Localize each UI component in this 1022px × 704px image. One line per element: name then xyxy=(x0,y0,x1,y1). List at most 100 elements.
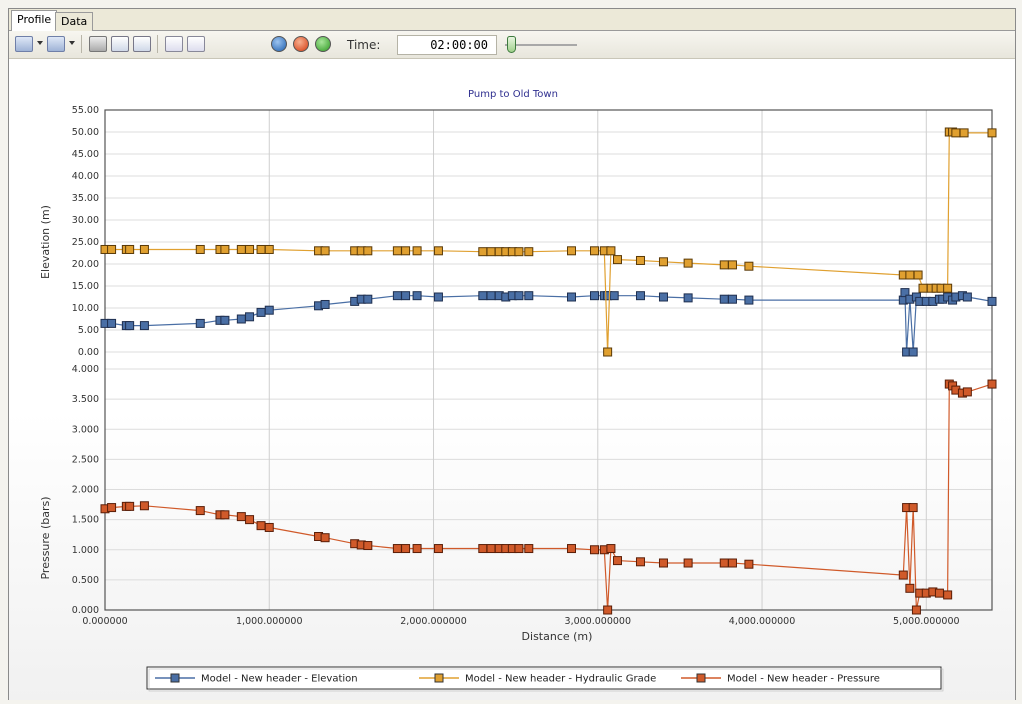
y-tick-label: 0.000 xyxy=(72,605,99,616)
data-point xyxy=(478,544,488,554)
data-point xyxy=(264,522,274,532)
data-point xyxy=(951,128,961,138)
data-point xyxy=(320,533,330,543)
data-point xyxy=(514,291,524,301)
y-tick-label: 15.00 xyxy=(72,281,99,292)
tab-bar: Profile Data xyxy=(9,9,1015,32)
play-icon[interactable] xyxy=(271,36,287,52)
time-slider-track[interactable] xyxy=(505,44,577,46)
data-point xyxy=(962,292,972,302)
zoom-extents-icon[interactable] xyxy=(165,36,183,52)
legend-marker xyxy=(170,673,180,683)
data-point xyxy=(589,246,599,256)
data-point xyxy=(727,558,737,568)
data-point xyxy=(635,557,645,567)
data-point xyxy=(943,283,953,293)
data-point xyxy=(220,510,230,520)
data-point xyxy=(589,545,599,555)
data-point xyxy=(256,521,266,531)
data-point xyxy=(195,506,205,516)
data-point xyxy=(658,292,668,302)
y-tick-label: 1.500 xyxy=(72,515,99,526)
data-point xyxy=(264,305,274,315)
data-point xyxy=(987,379,997,389)
tab-data[interactable]: Data xyxy=(55,12,94,31)
y-tick-label: 2.000 xyxy=(72,485,99,496)
chart-type-icon[interactable] xyxy=(15,36,33,52)
plot-frame xyxy=(104,109,993,611)
data-point xyxy=(900,288,910,298)
data-point xyxy=(486,291,496,301)
time-slider-thumb[interactable] xyxy=(506,36,516,53)
data-point xyxy=(603,347,613,357)
chevron-down-icon[interactable] xyxy=(37,41,43,45)
data-point xyxy=(908,347,918,357)
tab-profile[interactable]: Profile xyxy=(11,10,58,32)
toolbar-separator xyxy=(81,35,82,53)
data-point xyxy=(401,291,411,301)
data-point xyxy=(727,260,737,270)
y-tick-label: 3.000 xyxy=(72,424,99,435)
chevron-down-icon[interactable] xyxy=(69,41,75,45)
print-preview-icon[interactable] xyxy=(111,36,129,52)
profile-chart: Pump to Old Town 0.00 5.00 10.00 15.00 20.00… xyxy=(39,89,997,692)
x-tick-label: 1,000.000000 xyxy=(236,616,302,627)
data-point xyxy=(566,246,576,256)
data-point xyxy=(987,128,997,138)
zoom-window-icon[interactable] xyxy=(187,36,205,52)
legend-shadow xyxy=(148,668,944,692)
forward-icon[interactable] xyxy=(315,36,331,52)
data-point xyxy=(514,247,524,257)
y-tick-label: 45.00 xyxy=(72,149,99,160)
data-point xyxy=(658,257,668,267)
y-tick-label: 40.00 xyxy=(72,171,99,182)
data-point xyxy=(256,307,266,317)
data-point xyxy=(392,544,402,554)
data-point xyxy=(635,291,645,301)
data-point xyxy=(139,321,149,331)
print-icon[interactable] xyxy=(89,36,107,52)
x-tick-label: 0.000000 xyxy=(82,616,127,627)
data-point xyxy=(987,296,997,306)
chart-legend: Model - New header - Elevation Model - Ne… xyxy=(146,666,944,692)
data-point xyxy=(744,261,754,271)
data-point xyxy=(719,558,729,568)
series-icon[interactable] xyxy=(47,36,65,52)
data-point xyxy=(603,605,613,615)
data-point xyxy=(220,244,230,254)
x-tick-label: 2,000.000000 xyxy=(400,616,466,627)
chart-area: Pump to Old Town 0.00 5.00 10.00 15.00 20.00… xyxy=(9,60,1015,700)
data-point xyxy=(245,312,255,322)
y-tick-label: 1.000 xyxy=(72,545,99,556)
y-tick-label: 0.00 xyxy=(78,347,99,358)
data-point xyxy=(905,270,915,280)
time-input[interactable]: 02:00:00 xyxy=(397,35,497,55)
data-point xyxy=(478,247,488,257)
data-point xyxy=(139,244,149,254)
y-tick-label: 2.500 xyxy=(72,454,99,465)
data-point xyxy=(683,558,693,568)
series-line xyxy=(104,383,993,611)
data-point xyxy=(363,246,373,256)
data-point xyxy=(139,501,149,511)
data-point xyxy=(412,246,422,256)
stop-icon[interactable] xyxy=(293,36,309,52)
data-point xyxy=(566,544,576,554)
data-point xyxy=(320,299,330,309)
data-point xyxy=(478,291,488,301)
data-point xyxy=(125,501,135,511)
data-point xyxy=(898,570,908,580)
data-point xyxy=(412,544,422,554)
data-point xyxy=(908,503,918,513)
y-tick-label: 20.00 xyxy=(72,259,99,270)
copy-icon[interactable] xyxy=(133,36,151,52)
x-tick-label: 4,000.000000 xyxy=(729,616,795,627)
data-point xyxy=(606,246,616,256)
y-axis-label-elevation: Elevation (m) xyxy=(39,205,52,279)
data-point xyxy=(612,255,622,265)
data-point xyxy=(236,512,246,522)
data-point xyxy=(566,292,576,302)
data-point xyxy=(125,321,135,331)
legend-label: Model - New header - Hydraulic Grade xyxy=(465,674,656,685)
data-point xyxy=(392,246,402,256)
